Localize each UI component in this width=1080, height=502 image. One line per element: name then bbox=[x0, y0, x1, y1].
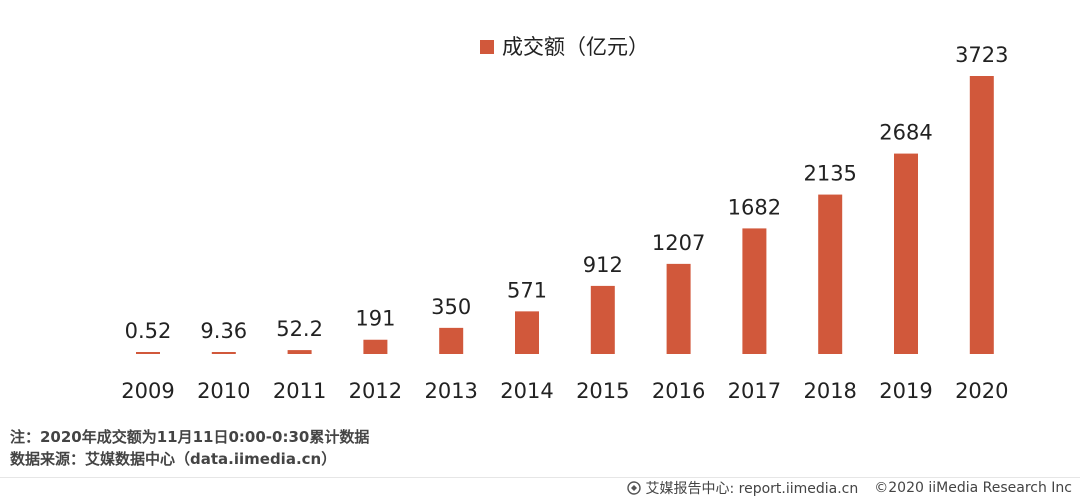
value-label-2019: 2684 bbox=[879, 121, 932, 145]
bar-2011 bbox=[287, 350, 312, 354]
value-label-2014: 571 bbox=[507, 278, 547, 302]
x-tick-label-2015: 2015 bbox=[576, 379, 629, 403]
x-tick-label-2014: 2014 bbox=[500, 379, 553, 403]
x-tick-label-2017: 2017 bbox=[728, 379, 781, 403]
value-label-2009: 0.52 bbox=[125, 319, 172, 343]
footer-divider bbox=[0, 477, 1080, 478]
bar-2009 bbox=[136, 352, 160, 354]
x-tick-label-2019: 2019 bbox=[879, 379, 932, 403]
x-tick-label-2011: 2011 bbox=[273, 379, 326, 403]
value-label-2013: 350 bbox=[431, 295, 471, 319]
legend-swatch bbox=[480, 40, 494, 54]
iimedia-logo-icon bbox=[627, 481, 642, 495]
bar-2014 bbox=[515, 311, 539, 354]
value-label-2011: 52.2 bbox=[276, 317, 323, 341]
bar-2013 bbox=[439, 327, 464, 354]
note-text: 注：2020年成交额为11月11日0:00-0:30累计数据 bbox=[10, 428, 370, 446]
bar-2020 bbox=[969, 76, 994, 354]
footer: 艾媒报告中心: report.iimedia.cn ©2020 iiMedia … bbox=[627, 478, 1072, 498]
bar-chart: 0.52 2009 9.36 2010 52.2 2011 191 2012 350 2013 57… bbox=[121, 43, 1008, 403]
x-tick-label-2018: 2018 bbox=[803, 379, 856, 403]
x-tick-label-2016: 2016 bbox=[652, 379, 705, 403]
x-tick-label-2010: 2010 bbox=[197, 379, 250, 403]
value-label-2010: 9.36 bbox=[200, 319, 247, 343]
value-label-2020: 3723 bbox=[955, 43, 1008, 67]
chart-legend: 成交额（亿元） bbox=[480, 32, 649, 62]
x-tick-label-2013: 2013 bbox=[424, 379, 477, 403]
bar-2015 bbox=[590, 285, 615, 354]
value-label-2016: 1207 bbox=[652, 231, 705, 255]
value-label-2018: 2135 bbox=[803, 162, 856, 186]
bar-2016 bbox=[666, 263, 691, 354]
value-label-2012: 191 bbox=[355, 307, 395, 331]
x-tick-label-2009: 2009 bbox=[121, 379, 174, 403]
bar-2018 bbox=[818, 194, 843, 354]
footer-brand: 艾媒报告中心: report.iimedia.cn bbox=[645, 481, 859, 497]
value-label-2017: 1682 bbox=[728, 195, 781, 219]
x-tick-label-2012: 2012 bbox=[349, 379, 402, 403]
value-label-2015: 912 bbox=[583, 253, 623, 277]
footer-copyright: ©2020 iiMedia Research Inc bbox=[874, 480, 1072, 496]
notes: 注：2020年成交额为11月11日0:00-0:30累计数据 数据来源：艾媒数据… bbox=[10, 426, 369, 470]
bar-2019 bbox=[894, 153, 918, 354]
bar-2012 bbox=[363, 339, 388, 354]
bar-2017 bbox=[742, 228, 767, 354]
legend-label: 成交额（亿元） bbox=[502, 35, 649, 59]
source-text: 数据来源：艾媒数据中心（data.iimedia.cn） bbox=[10, 450, 337, 468]
bar-2010 bbox=[211, 352, 236, 354]
x-tick-label-2020: 2020 bbox=[955, 379, 1008, 403]
